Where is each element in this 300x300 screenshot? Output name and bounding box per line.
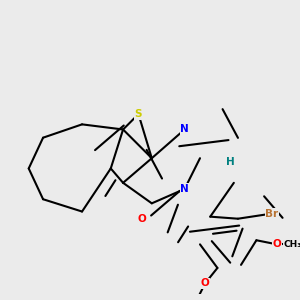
Text: N: N (180, 184, 189, 194)
Text: Br: Br (265, 208, 278, 219)
Text: H: H (226, 157, 235, 167)
Text: S: S (135, 109, 142, 119)
Text: O: O (272, 239, 281, 249)
Text: O: O (137, 214, 146, 224)
Text: CH₃: CH₃ (284, 240, 300, 249)
Text: N: N (180, 124, 189, 134)
Text: O: O (201, 278, 209, 288)
